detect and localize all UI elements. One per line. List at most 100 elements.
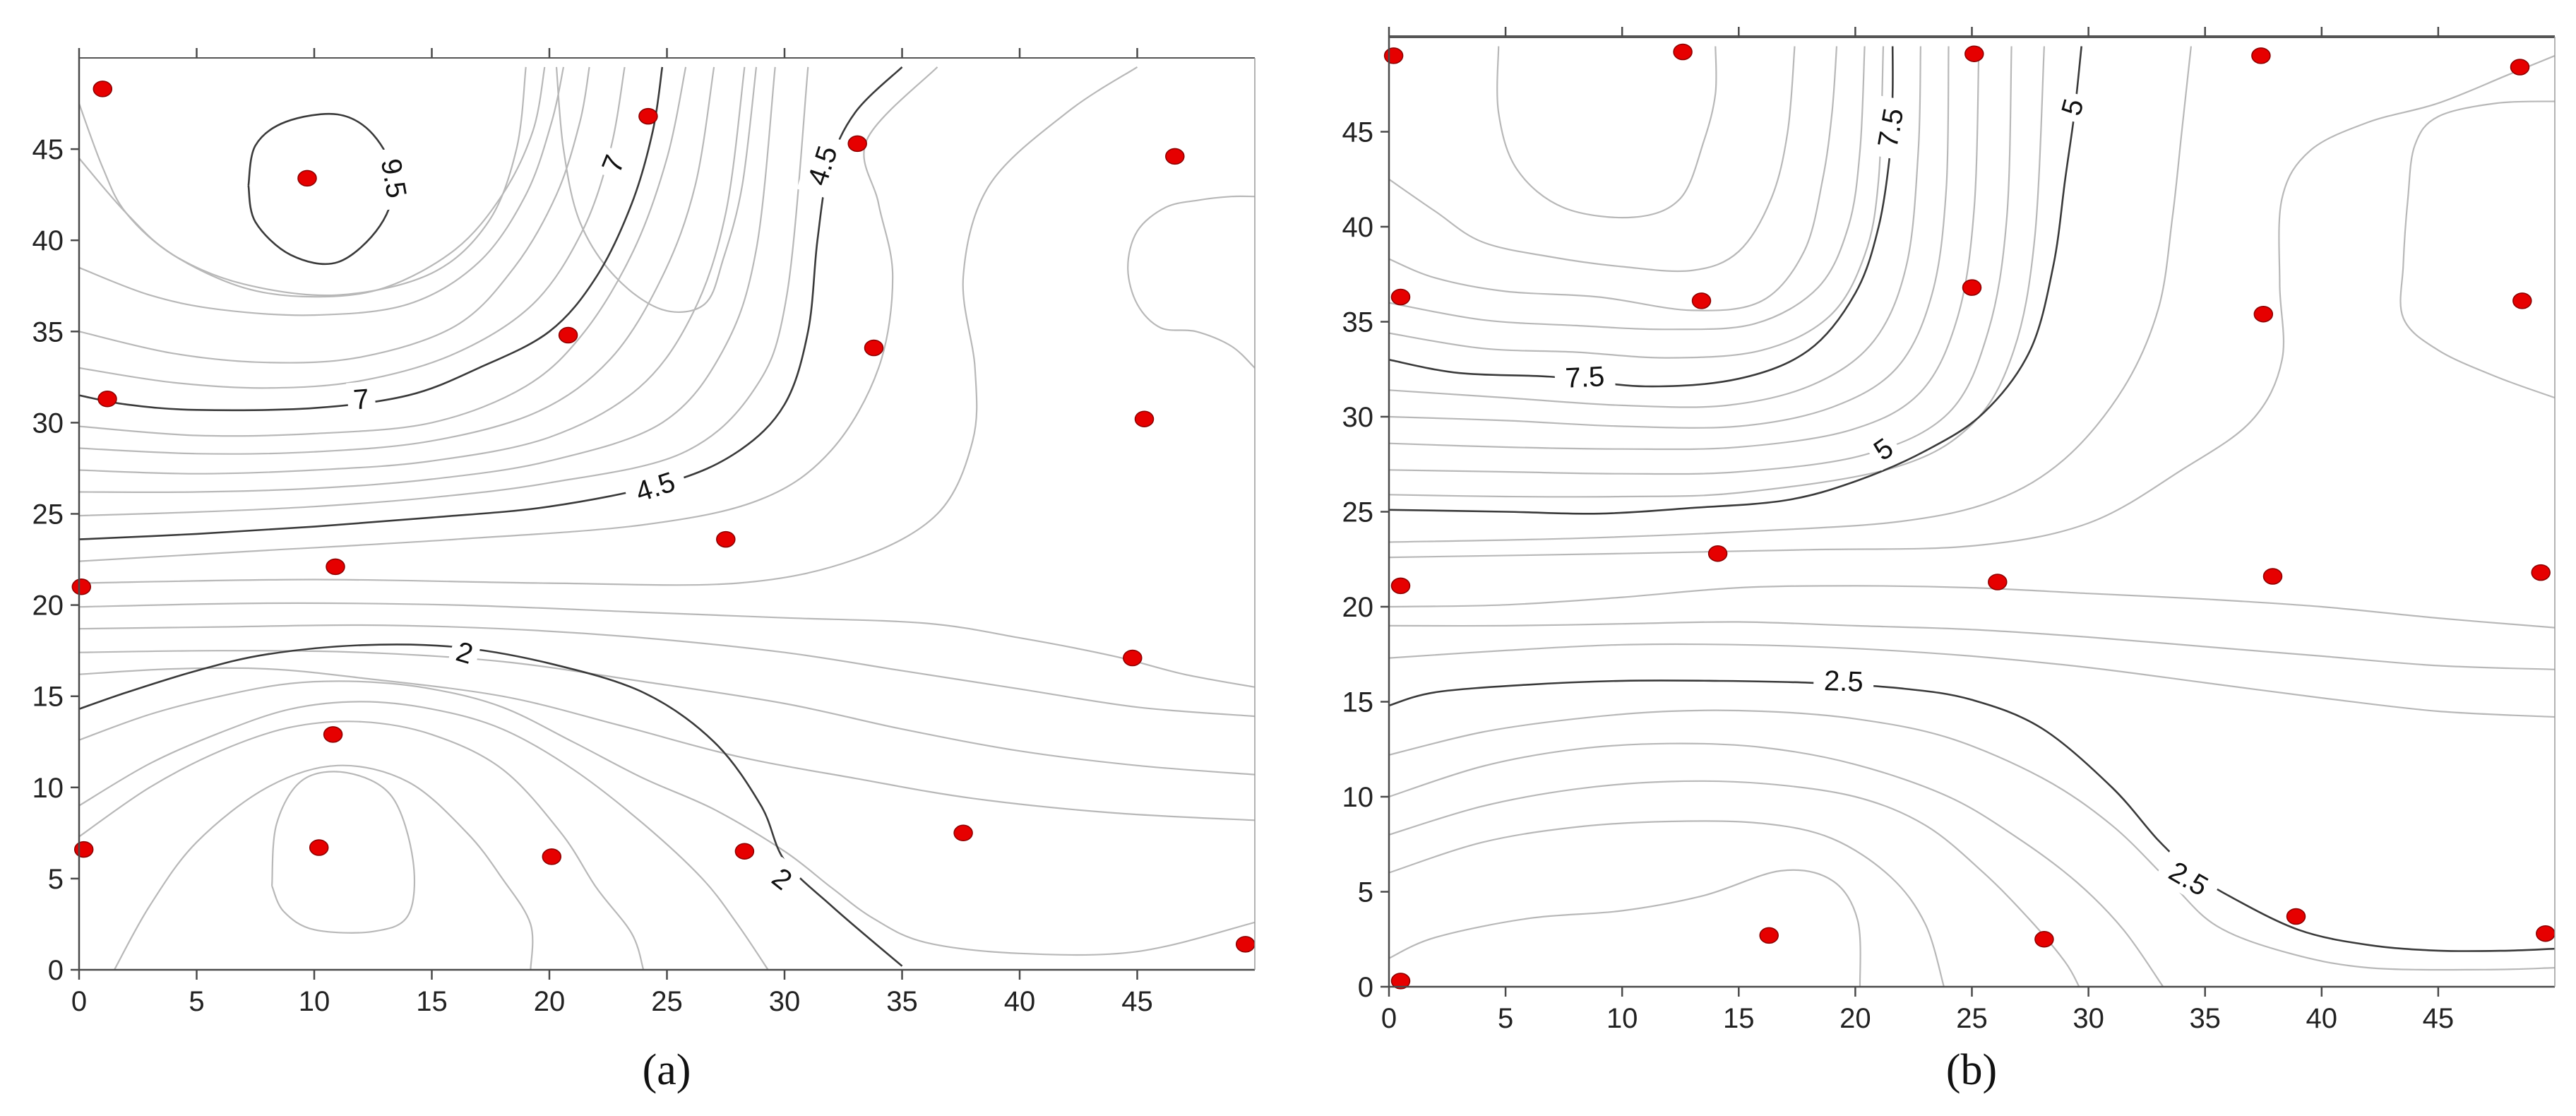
minor-contour-line-a-6 (79, 66, 715, 455)
contour-label-b-4: 2.5 (1823, 665, 1864, 698)
minor-contour-line-a-15 (79, 667, 1255, 821)
sample-point-b-15 (1759, 927, 1779, 944)
minor-contour-line-b-10 (1389, 46, 2192, 543)
major-contour-line-b-2 (1389, 679, 2555, 952)
minor-contour-line-b-9 (1389, 46, 2045, 498)
minor-contour-line-b-5 (1389, 46, 1921, 408)
sample-point-a-15 (309, 839, 329, 856)
sample-point-a-5 (97, 391, 117, 408)
sample-point-b-4 (2510, 59, 2530, 76)
sample-point-a-12 (1123, 649, 1143, 667)
minor-contour-line-b-0 (1496, 46, 1717, 219)
y-tick-label-a-3: 15 (32, 682, 64, 713)
minor-contour-line-b-19 (1389, 820, 1945, 987)
major-contour-line-a-0 (79, 66, 664, 412)
x-tick-label-a-5: 25 (651, 986, 683, 1017)
x-tick-label-a-3: 15 (416, 986, 448, 1017)
x-tick-label-b-1: 5 (1498, 1003, 1513, 1034)
y-tick-label-a-6: 30 (32, 408, 64, 439)
y-tick-label-b-8: 40 (1342, 212, 1374, 243)
major-contour-line-b-1 (1389, 46, 2082, 515)
minor-contour-line-a-2 (79, 66, 565, 316)
sample-point-a-0 (93, 81, 113, 97)
y-tick-label-a-5: 25 (32, 499, 64, 530)
y-tick-label-b-5: 25 (1342, 497, 1374, 528)
minor-contour-line-a-9 (79, 66, 809, 517)
minor-contour-line-b-1 (1389, 46, 1796, 273)
x-tick-label-b-5: 25 (1956, 1003, 1988, 1034)
sample-point-b-0 (1383, 47, 1404, 64)
sample-point-a-9 (71, 578, 92, 595)
major-contour-line-a-1 (79, 66, 903, 540)
sample-point-b-18 (2536, 925, 2556, 942)
x-tick-label-b-4: 20 (1839, 1003, 1871, 1034)
sample-point-a-10 (326, 558, 345, 576)
y-tick-label-b-9: 45 (1342, 117, 1374, 148)
y-tick-label-b-3: 15 (1342, 687, 1374, 718)
panel-caption-a: (a) (643, 1046, 691, 1094)
sample-point-a-7 (864, 339, 884, 357)
minor-contour-line-b-13 (1389, 585, 2555, 629)
x-tick-label-b-7: 35 (2189, 1003, 2221, 1034)
minor-contour-line-b-11 (1389, 54, 2555, 559)
x-tick-label-b-3: 15 (1723, 1003, 1755, 1034)
sample-point-a-16 (542, 848, 562, 865)
x-tick-label-a-2: 10 (299, 986, 330, 1017)
y-tick-label-a-4: 20 (32, 590, 64, 622)
minor-contour-line-b-2 (1389, 46, 1838, 311)
major-contour-line-a-3 (247, 112, 395, 266)
minor-contour-line-b-17 (1389, 742, 2164, 987)
panel-caption-b: (b) (1946, 1046, 1997, 1094)
sample-point-b-16 (2034, 931, 2054, 948)
minor-contour-line-a-20 (271, 771, 416, 934)
sample-point-b-5 (1390, 288, 1411, 306)
minor-contour-line-a-12 (79, 602, 1255, 688)
minor-contour-line-b-8 (1389, 46, 2012, 475)
contour-label-b-1: 7.5 (1565, 361, 1606, 394)
axes-b: 0 5 10 15 20 25 30 35 40 45 0 5 10 15 20 25 30 35 40 45 (1342, 27, 2556, 1034)
sample-point-b-14 (2531, 564, 2551, 581)
sample-point-a-19 (1235, 936, 1256, 953)
y-tick-label-a-0: 0 (48, 955, 64, 986)
sample-point-a-6 (558, 326, 578, 344)
x-tick-label-b-2: 10 (1606, 1003, 1638, 1034)
sample-point-a-14 (73, 841, 94, 858)
minor-contour-line-a-13 (79, 624, 1255, 718)
sample-point-b-17 (2286, 908, 2306, 925)
y-tick-label-b-0: 0 (1358, 972, 1373, 1003)
minor-contour-line-a-16 (79, 680, 1255, 956)
sample-point-a-17 (734, 843, 755, 860)
minor-contour-line-a-7 (79, 66, 746, 475)
sample-point-a-18 (953, 824, 973, 842)
axes-a: 0 5 10 15 20 25 30 35 40 45 0 5 10 15 20 25 30 35 40 45 (32, 48, 1256, 1017)
y-tick-label-a-7: 35 (32, 316, 64, 348)
minor-contour-line-a-10 (79, 66, 938, 562)
minor-contour-line-b-3 (1389, 46, 1866, 331)
minor-contour-line-b-12 (2399, 100, 2555, 399)
y-tick-label-a-8: 40 (32, 225, 64, 256)
minor-contour-line-a-11 (79, 66, 1138, 586)
sample-point-b-11 (1707, 545, 1728, 562)
x-tick-label-b-6: 30 (2073, 1003, 2104, 1034)
x-tick-label-a-4: 20 (534, 986, 566, 1017)
sample-point-b-6 (1691, 292, 1712, 309)
y-tick-label-a-1: 5 (48, 864, 64, 895)
x-tick-label-a-7: 35 (886, 986, 918, 1017)
minor-contour-line-b-18 (1389, 780, 2080, 987)
x-tick-label-a-6: 30 (769, 986, 801, 1017)
sample-point-a-11 (716, 530, 736, 548)
minor-contour-line-a-4 (79, 66, 626, 389)
sample-point-a-4 (1165, 148, 1185, 165)
contour-label-a-0: 9.5 (375, 156, 412, 200)
sample-point-a-8 (1134, 410, 1155, 427)
x-tick-label-a-0: 0 (71, 986, 87, 1017)
minor-contour-line-a-18 (79, 720, 645, 970)
x-tick-label-b-0: 0 (1381, 1003, 1397, 1034)
minor-contour-line-a-3 (79, 66, 590, 364)
y-tick-label-a-2: 10 (32, 773, 64, 804)
x-tick-label-a-1: 5 (189, 986, 204, 1017)
minor-contour-line-b-15 (1389, 643, 2555, 718)
